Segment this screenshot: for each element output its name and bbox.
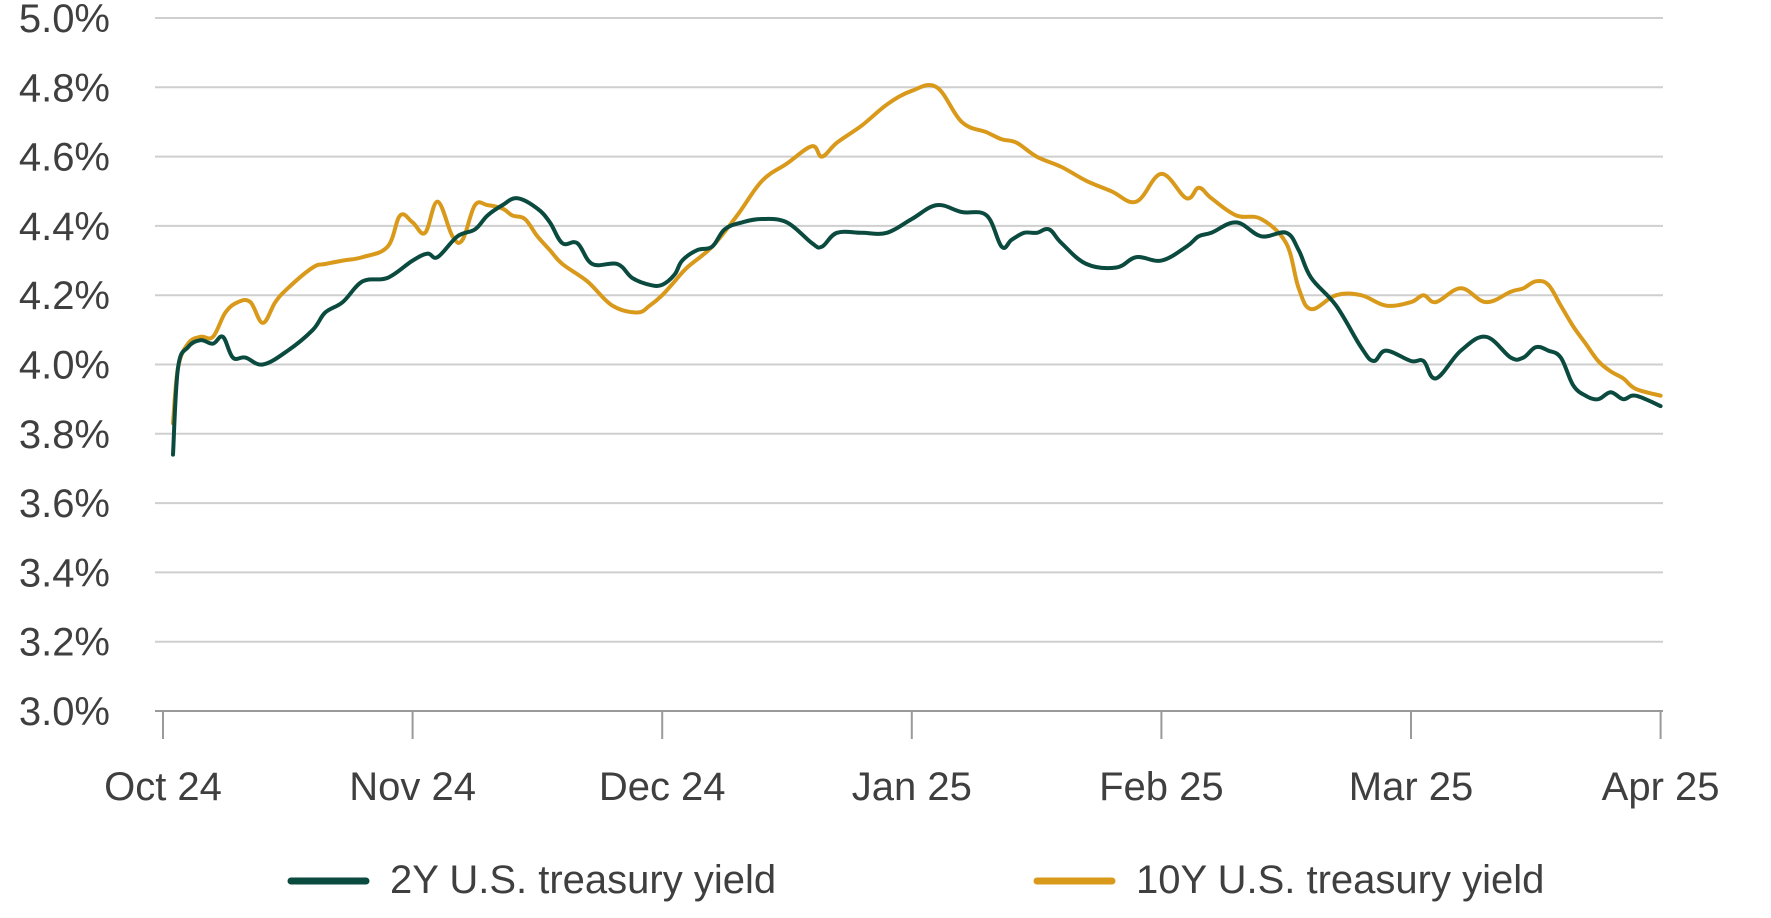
legend-label: 2Y U.S. treasury yield bbox=[390, 858, 776, 902]
x-tick-label: Jan 25 bbox=[852, 765, 972, 809]
x-tick-label: Apr 25 bbox=[1602, 765, 1720, 809]
x-tick-label: Nov 24 bbox=[349, 765, 476, 809]
y-tick-label: 4.4% bbox=[19, 205, 110, 249]
y-tick-label: 4.6% bbox=[19, 136, 110, 180]
y-tick-label: 3.6% bbox=[19, 482, 110, 526]
y-tick-label: 4.0% bbox=[19, 344, 110, 388]
legend-label: 10Y U.S. treasury yield bbox=[1136, 858, 1544, 902]
y-tick-label: 3.4% bbox=[19, 551, 110, 595]
y-tick-label: 4.8% bbox=[19, 66, 110, 110]
x-tick-label: Mar 25 bbox=[1349, 765, 1474, 809]
y-tick-label: 3.2% bbox=[19, 621, 110, 665]
series-line-2y bbox=[171, 196, 1663, 457]
series-line-10y bbox=[171, 83, 1663, 426]
y-tick-label: 3.0% bbox=[19, 690, 110, 734]
x-tick-label: Feb 25 bbox=[1099, 765, 1224, 809]
y-tick-label: 5.0% bbox=[19, 0, 110, 41]
x-tick-label: Dec 24 bbox=[599, 765, 726, 809]
y-tick-label: 4.2% bbox=[19, 274, 110, 318]
y-tick-label: 3.8% bbox=[19, 413, 110, 457]
x-tick-label: Oct 24 bbox=[104, 765, 222, 809]
